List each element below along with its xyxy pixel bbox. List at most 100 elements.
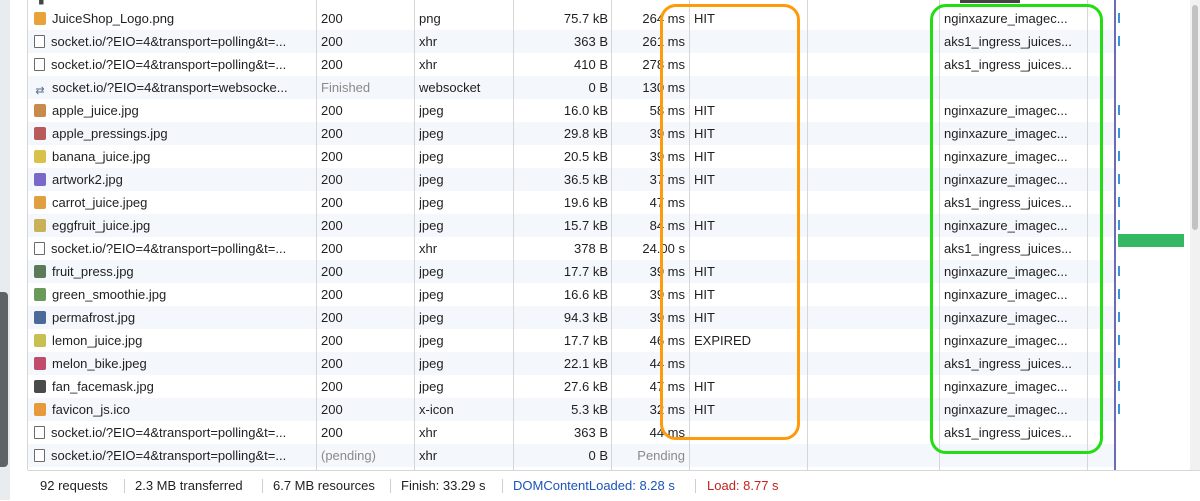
waterfall-tick <box>1118 36 1120 46</box>
waterfall-load-marker <box>1114 0 1116 470</box>
request-name-cell[interactable]: eggfruit_juice.jpg <box>34 214 316 237</box>
time-cell: 47 ms <box>649 379 685 394</box>
table-row[interactable]: socket.io/?EIO=4&transport=polling&t=...… <box>28 237 1116 260</box>
request-name: lemon_juice.jpg <box>52 333 143 348</box>
scrollbar-thumb[interactable] <box>1192 5 1198 230</box>
request-name-cell[interactable]: melon_bike.jpeg <box>34 352 316 375</box>
table-row[interactable]: fruit_press.jpg 200 jpeg 17.7 kB 39 ms HIT ngi… <box>28 260 1116 283</box>
status-cell: 200 <box>321 195 343 210</box>
image-thumbnail-icon <box>34 127 46 140</box>
request-name-cell[interactable]: socket.io/?EIO=4&transport=polling&t=... <box>34 237 316 260</box>
cache-status-cell: HIT <box>694 103 715 118</box>
request-name-cell[interactable]: green_smoothie.jpg <box>34 283 316 306</box>
time-cell: 58 ms <box>649 103 685 118</box>
type-cell: jpeg <box>419 195 444 210</box>
request-name-cell[interactable]: socket.io/?EIO=4&transport=polling&t=... <box>34 421 316 444</box>
transferred-size: 2.3 MB transferred <box>135 478 243 493</box>
column-divider[interactable] <box>414 0 415 470</box>
table-row[interactable]: fan_facemask.jpg 200 jpeg 27.6 kB 47 ms HIT ng… <box>28 375 1116 398</box>
status-cell: 200 <box>321 379 343 394</box>
waterfall-tick <box>1118 128 1120 138</box>
request-name-cell[interactable]: apple_pressings.jpg <box>34 122 316 145</box>
request-name: socket.io/?EIO=4&transport=polling&t=... <box>51 425 287 440</box>
column-divider[interactable] <box>513 0 514 470</box>
type-cell: png <box>419 11 441 26</box>
table-row[interactable]: apple_juice.jpg 200 jpeg 16.0 kB 58 ms HIT ngi… <box>28 99 1116 122</box>
request-name-cell[interactable]: apple_juice.jpg <box>34 99 316 122</box>
document-icon <box>34 35 45 48</box>
request-name-cell[interactable]: socket.io/?EIO=4&transport=polling&t=... <box>34 53 316 76</box>
size-cell: 0 B <box>588 448 608 463</box>
table-row[interactable]: lemon_juice.jpg 200 jpeg 17.7 kB 46 ms EXPIRE… <box>28 329 1116 352</box>
size-cell: 363 B <box>574 34 608 49</box>
table-row[interactable]: favicon_js.ico 200 x-icon 5.3 kB 32 ms HIT ngi… <box>28 398 1116 421</box>
type-cell: xhr <box>419 241 438 256</box>
load-time: Load: 8.77 s <box>707 478 779 493</box>
request-name-cell[interactable]: fan_facemask.jpg <box>34 375 316 398</box>
image-thumbnail-icon <box>34 403 46 416</box>
table-row[interactable]: carrot_juice.jpeg 200 jpeg 19.6 kB 47 ms aks1… <box>28 191 1116 214</box>
cache-status-cell: HIT <box>694 379 715 394</box>
column-divider[interactable] <box>689 0 690 470</box>
image-thumbnail-icon <box>34 173 46 186</box>
column-divider[interactable] <box>1087 0 1088 470</box>
vertical-scrollbar[interactable] <box>1190 0 1200 470</box>
size-cell: 15.7 kB <box>563 218 608 233</box>
table-row[interactable]: socket.io/?EIO=4&transport=polling&t=...… <box>28 53 1116 76</box>
status-cell: 200 <box>321 356 343 371</box>
request-name: socket.io/?EIO=4&transport=websocke... <box>52 80 288 95</box>
table-row[interactable]: melon_bike.jpeg 200 jpeg 22.1 kB 44 ms aks1_i… <box>28 352 1116 375</box>
size-cell: 0 B <box>588 80 608 95</box>
type-cell: jpeg <box>419 264 444 279</box>
column-divider[interactable] <box>611 0 612 470</box>
request-name-cell[interactable]: ⇄ socket.io/?EIO=4&transport=websocke... <box>34 76 316 99</box>
request-name-cell[interactable]: fruit_press.jpg <box>34 260 316 283</box>
request-name-cell[interactable]: banana_juice.jpg <box>34 145 316 168</box>
status-cell: 200 <box>321 310 343 325</box>
type-cell: jpeg <box>419 172 444 187</box>
column-divider[interactable] <box>807 0 808 470</box>
image-thumbnail-icon <box>34 288 46 301</box>
request-name-cell[interactable]: artwork2.jpg <box>34 168 316 191</box>
time-cell: 39 ms <box>649 310 685 325</box>
table-row[interactable]: ⇄ socket.io/?EIO=4&transport=websocke... F… <box>28 76 1116 99</box>
size-cell: 363 B <box>574 425 608 440</box>
request-name-cell[interactable]: permafrost.jpg <box>34 306 316 329</box>
column-divider[interactable] <box>316 0 317 470</box>
request-name-cell[interactable]: favicon_js.ico <box>34 398 316 421</box>
table-row[interactable]: JuiceShop_Logo.png 200 png 75.7 kB 264 ms HIT… <box>28 7 1116 30</box>
request-name-cell[interactable]: lemon_juice.jpg <box>34 329 316 352</box>
table-row[interactable]: socket.io/?EIO=4&transport=polling&t=...… <box>28 30 1116 53</box>
request-name-cell[interactable]: socket.io/?EIO=4&transport=polling&t=... <box>34 30 316 53</box>
status-cell: 200 <box>321 149 343 164</box>
table-row[interactable]: banana_juice.jpg 200 jpeg 20.5 kB 39 ms HIT ng… <box>28 145 1116 168</box>
image-thumbnail-icon <box>34 380 46 393</box>
table-row[interactable]: socket.io/?EIO=4&transport=polling&t=...… <box>28 421 1116 444</box>
previous-row-peek: ▮ <box>38 0 45 5</box>
image-thumbnail-icon <box>34 311 46 324</box>
table-row[interactable]: artwork2.jpg 200 jpeg 36.5 kB 37 ms HIT nginxa… <box>28 168 1116 191</box>
left-scrollbar-thumb[interactable] <box>0 292 8 467</box>
table-row[interactable]: green_smoothie.jpg 200 jpeg 16.6 kB 39 ms HIT… <box>28 283 1116 306</box>
request-name-cell[interactable]: socket.io/?EIO=4&transport=polling&t=... <box>34 444 316 467</box>
size-cell: 19.6 kB <box>563 195 608 210</box>
cache-column-highlight <box>660 4 800 440</box>
size-cell: 5.3 kB <box>571 402 608 417</box>
request-name-cell[interactable]: JuiceShop_Logo.png <box>34 7 316 30</box>
table-row[interactable]: eggfruit_juice.jpg 200 jpeg 15.7 kB 84 ms HIT… <box>28 214 1116 237</box>
type-cell: jpeg <box>419 356 444 371</box>
table-row[interactable]: socket.io/?EIO=4&transport=polling&t=...… <box>28 444 1116 467</box>
document-icon <box>34 449 45 462</box>
time-cell: 32 ms <box>649 402 685 417</box>
status-cell: 200 <box>321 241 343 256</box>
time-cell: 37 ms <box>649 172 685 187</box>
column-divider[interactable] <box>939 0 940 470</box>
request-name: green_smoothie.jpg <box>52 287 167 302</box>
status-cell: 200 <box>321 126 343 141</box>
request-name: apple_juice.jpg <box>52 103 139 118</box>
table-row[interactable]: permafrost.jpg 200 jpeg 94.3 kB 39 ms HIT ngin… <box>28 306 1116 329</box>
request-name-cell[interactable]: carrot_juice.jpeg <box>34 191 316 214</box>
status-cell: 200 <box>321 218 343 233</box>
image-thumbnail-icon <box>34 150 46 163</box>
table-row[interactable]: apple_pressings.jpg 200 jpeg 29.8 kB 39 ms HI… <box>28 122 1116 145</box>
